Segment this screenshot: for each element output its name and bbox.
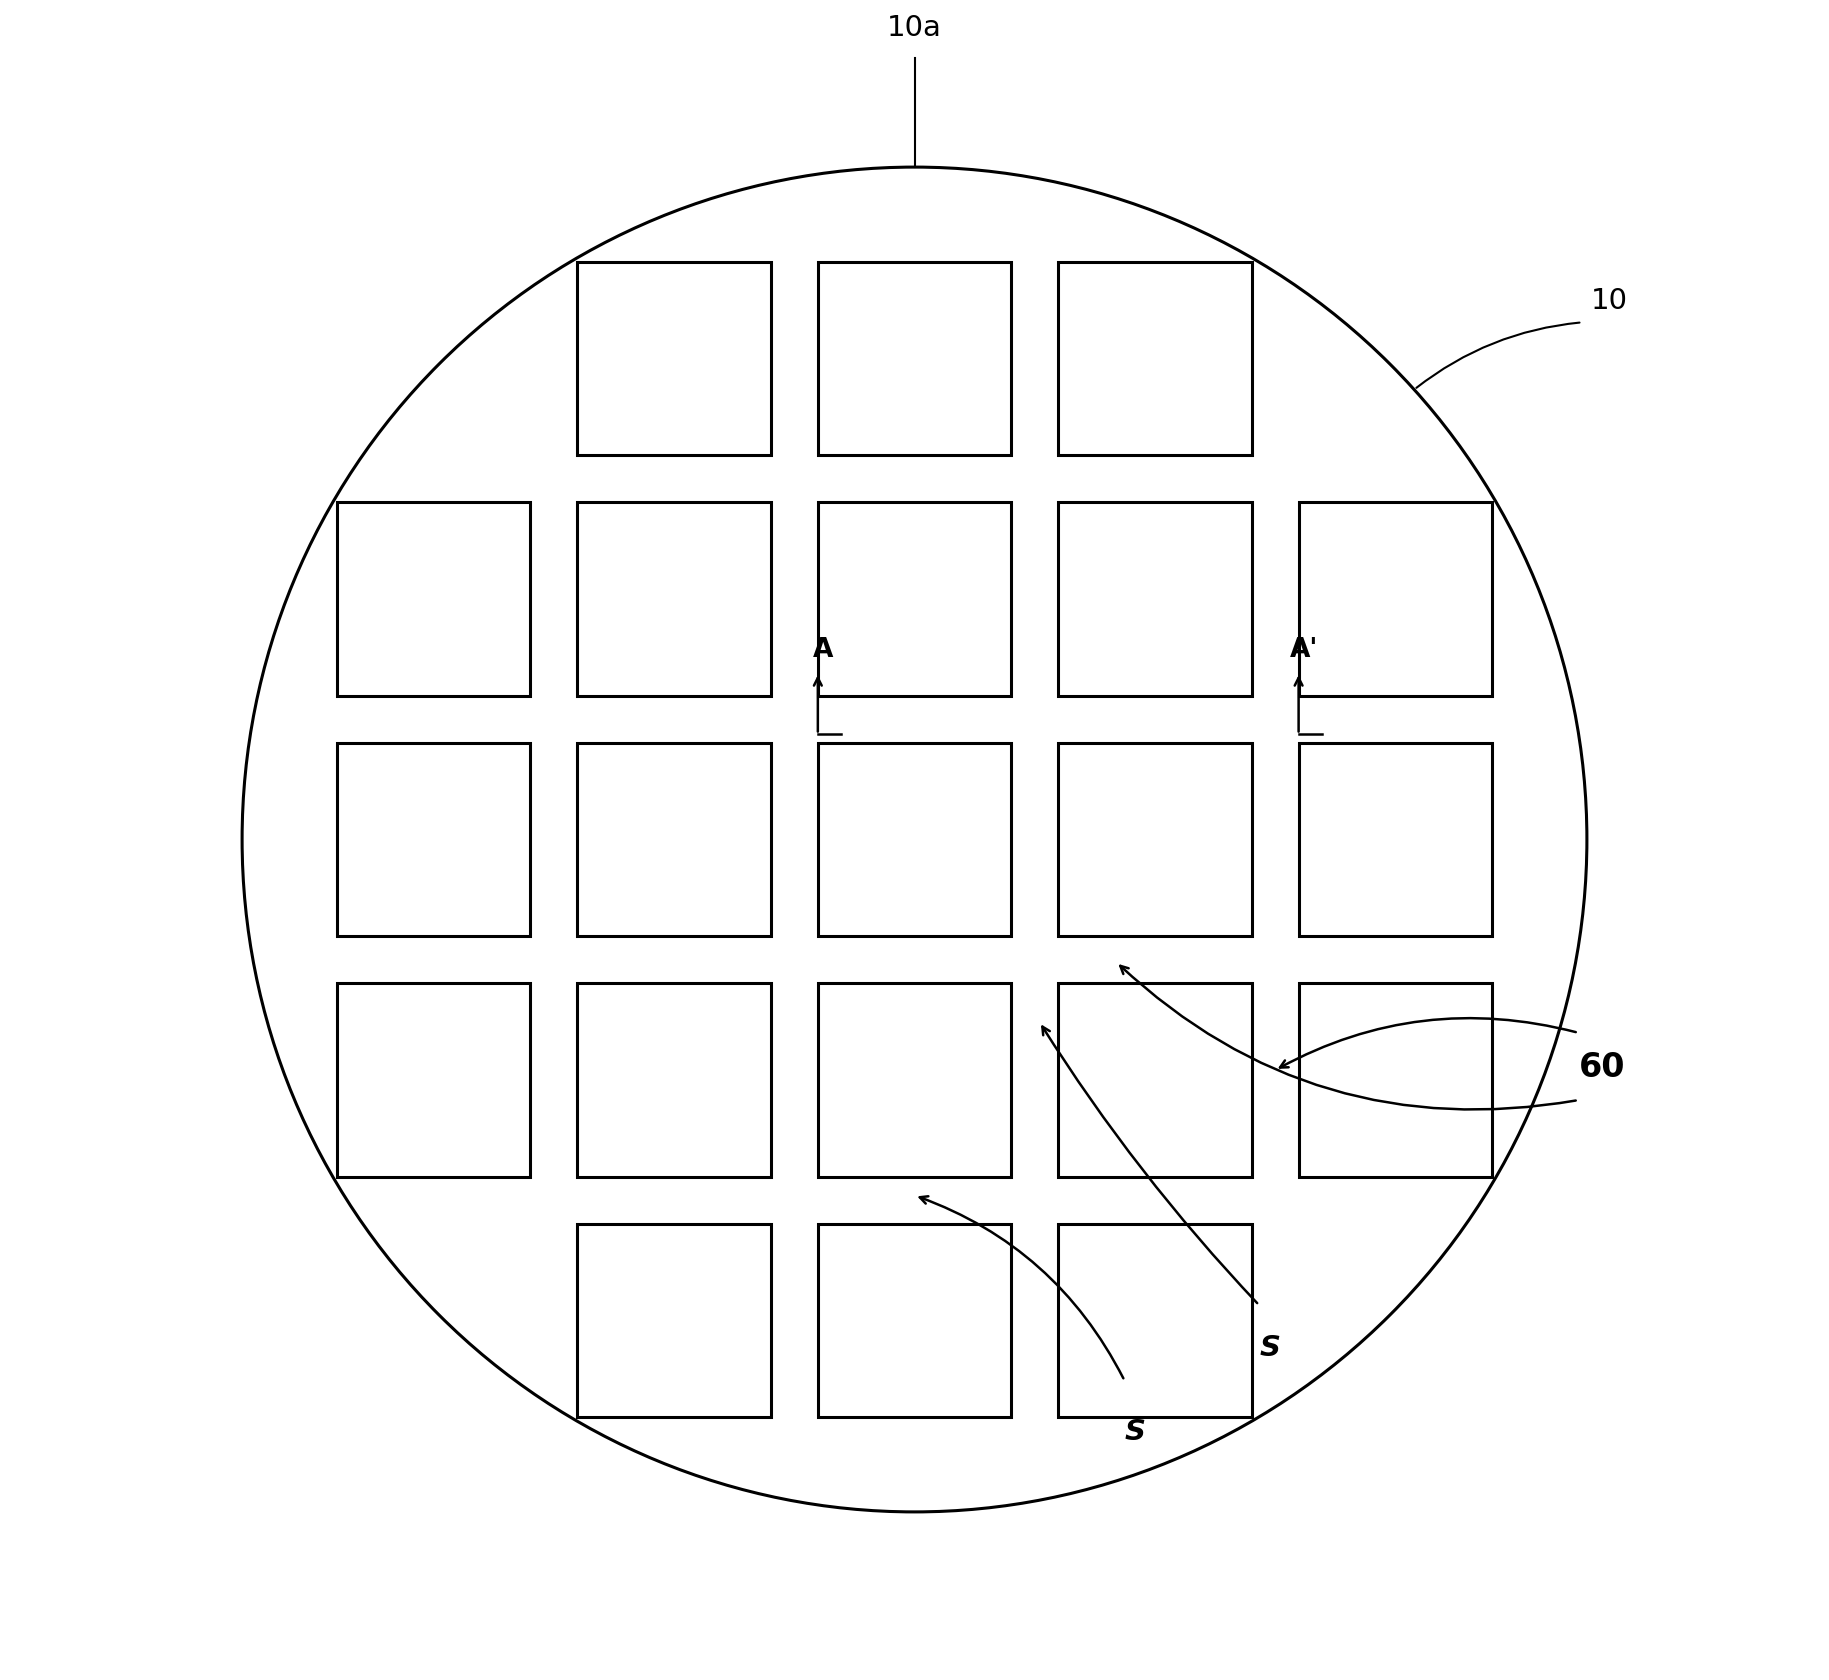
Bar (818, 1225, 1011, 1418)
Bar (337, 744, 530, 937)
Bar (1059, 504, 1251, 696)
Bar (818, 264, 1011, 457)
Bar (578, 504, 770, 696)
Bar (578, 1225, 770, 1418)
Bar (1299, 744, 1492, 937)
Text: A: A (812, 637, 832, 664)
Bar (337, 504, 530, 696)
Text: 10: 10 (1591, 287, 1628, 314)
Bar (1059, 1225, 1251, 1418)
Bar (818, 984, 1011, 1176)
Bar (818, 504, 1011, 696)
Text: S: S (1258, 1334, 1280, 1361)
Bar (337, 984, 530, 1176)
Text: A': A' (1289, 637, 1319, 664)
Bar (818, 744, 1011, 937)
Bar (1059, 984, 1251, 1176)
Bar (1059, 744, 1251, 937)
Bar (1299, 504, 1492, 696)
Bar (1299, 984, 1492, 1176)
Text: S: S (1125, 1418, 1145, 1445)
Bar (578, 744, 770, 937)
Text: 60: 60 (1578, 1050, 1624, 1084)
Bar (1059, 264, 1251, 457)
Bar (578, 264, 770, 457)
Bar (578, 984, 770, 1176)
Text: 10a: 10a (887, 13, 942, 42)
